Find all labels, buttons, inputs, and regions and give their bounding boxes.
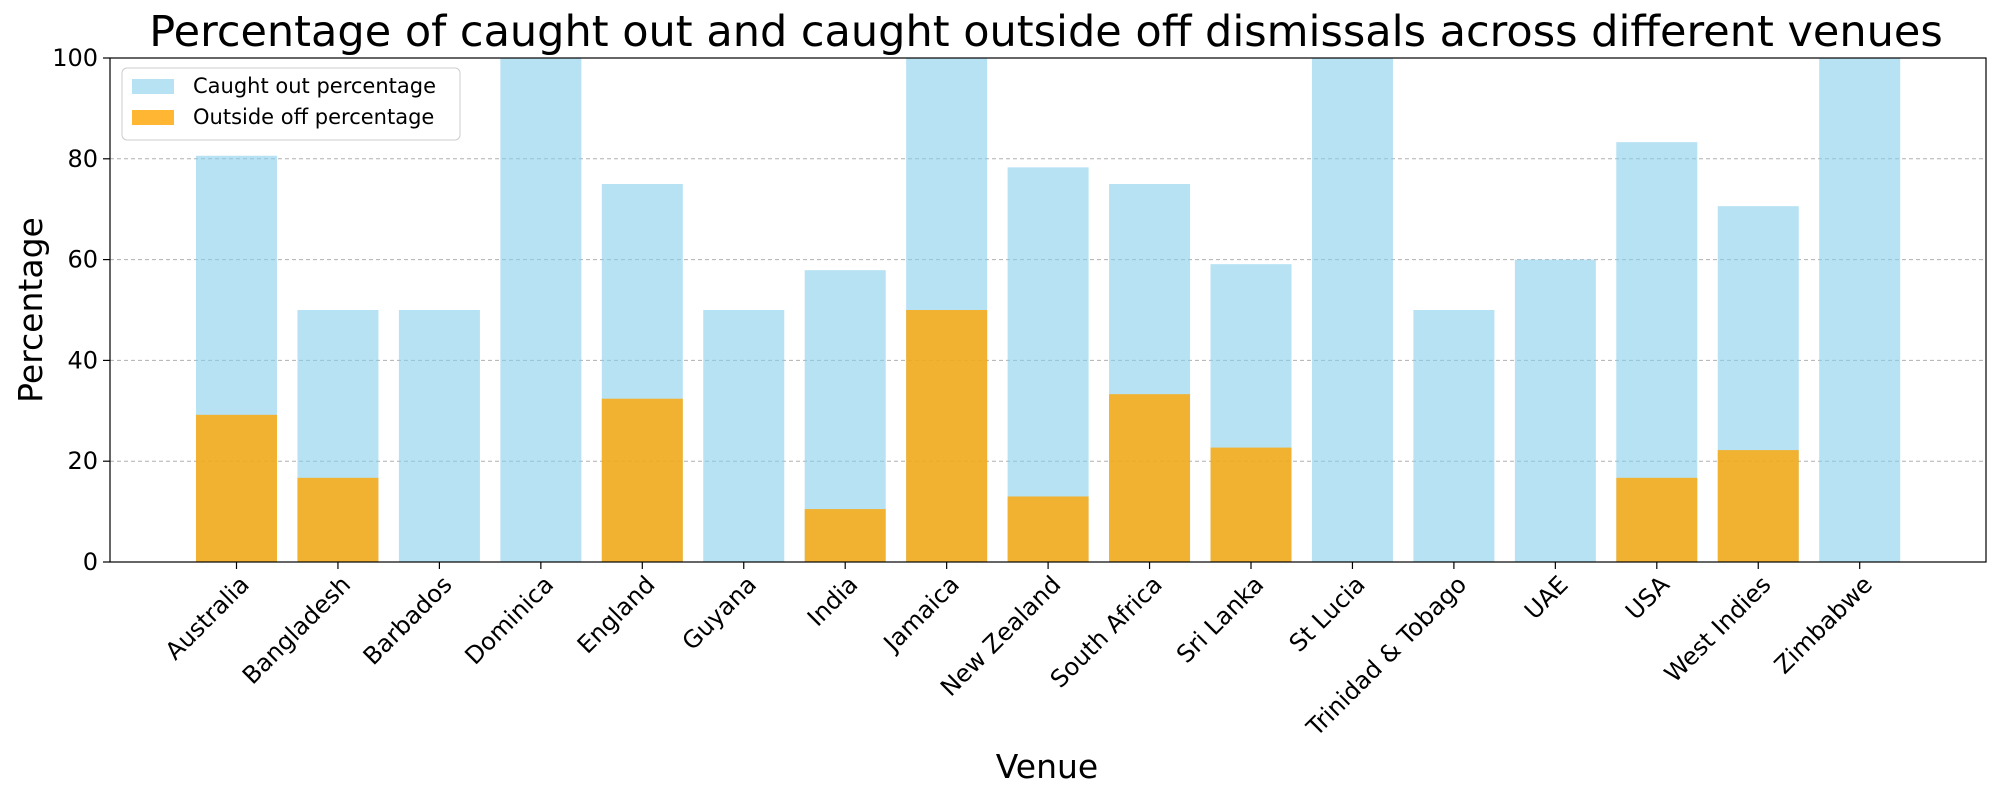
legend-box xyxy=(121,67,461,141)
y-axis-label: Percentage xyxy=(11,217,50,403)
bar-1-jamaica xyxy=(906,310,988,562)
bar-0-guyana xyxy=(703,310,785,562)
x-tick-label: Guyana xyxy=(677,570,762,655)
bar-0-trinidad-tobago xyxy=(1413,310,1495,562)
bar-0-uae xyxy=(1514,259,1596,562)
bar-1-sri-lanka xyxy=(1210,447,1292,562)
legend-label-caught-out: Caught out percentage xyxy=(193,74,436,98)
x-tick-label: USA xyxy=(1620,570,1675,625)
bar-1-england xyxy=(601,398,683,562)
chart-title: Percentage of caught out and caught outs… xyxy=(149,7,1943,57)
bar-1-south-africa xyxy=(1109,394,1191,562)
bar-0-dominica xyxy=(500,58,582,562)
bar-1-australia xyxy=(196,414,277,562)
bar-1-new-zealand xyxy=(1007,496,1089,562)
x-tick-label: Dominica xyxy=(459,570,559,670)
y-tick-label: 80 xyxy=(67,145,98,173)
legend-swatch-caught-out xyxy=(132,79,174,94)
y-tick-label: 40 xyxy=(67,346,98,374)
x-tick-label: Barbados xyxy=(358,570,458,670)
x-tick-label: Jamaica xyxy=(877,570,965,658)
x-tick-label: West Indies xyxy=(1659,570,1776,687)
x-tick-label: Australia xyxy=(160,570,255,665)
bar-1-india xyxy=(804,509,886,562)
bar-0-st-lucia xyxy=(1311,58,1393,562)
bar-0-barbados xyxy=(398,310,480,562)
legend: Caught out percentage Outside off percen… xyxy=(121,67,461,141)
bars xyxy=(196,58,1901,563)
bar-1-west-indies xyxy=(1717,450,1799,562)
x-tick-label: St Lucia xyxy=(1284,570,1371,657)
bar-1-usa xyxy=(1616,477,1698,562)
y-tick-label: 0 xyxy=(83,548,98,576)
legend-swatch-outside-off xyxy=(132,110,174,125)
x-tick-label: Bangladesh xyxy=(237,570,356,689)
legend-label-outside-off: Outside off percentage xyxy=(193,105,434,129)
y-tick-label: 20 xyxy=(67,447,98,475)
bar-0-zimbabwe xyxy=(1819,58,1901,562)
y-tick-label: 60 xyxy=(67,246,98,274)
x-tick-label: Zimbabwe xyxy=(1769,570,1878,679)
x-tick-label: India xyxy=(802,570,863,631)
y-tick-label: 100 xyxy=(52,44,98,72)
x-tick-label: England xyxy=(572,570,661,659)
y-axis: 0 20 40 60 80 100 xyxy=(52,44,110,576)
x-tick-label: UAE xyxy=(1519,570,1574,625)
series-1 xyxy=(196,310,1799,562)
x-tick-label: Sri Lanka xyxy=(1171,570,1269,668)
bar-1-bangladesh xyxy=(297,477,379,562)
bar-0-new-zealand xyxy=(1007,167,1089,563)
x-axis-label: Venue xyxy=(996,747,1098,786)
